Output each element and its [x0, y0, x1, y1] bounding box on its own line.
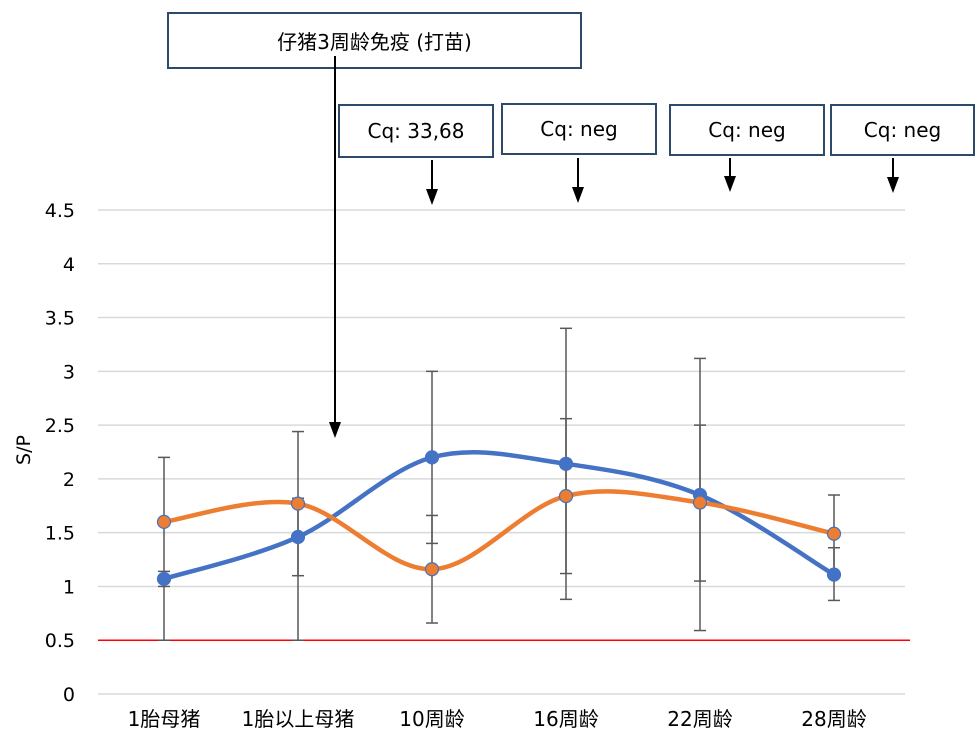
- cq-arrow-head-10w: [426, 189, 438, 205]
- data-point-0: [826, 567, 842, 582]
- cq-arrow-line-28w: [892, 158, 894, 178]
- cq-label-22w: Cq: neg: [708, 118, 786, 142]
- y-tick-label: 0: [63, 684, 75, 706]
- x-tick-label: 1胎以上母猪: [242, 707, 355, 731]
- error-bars: [158, 327, 840, 641]
- y-tick-label: 4: [63, 254, 75, 276]
- cq-box-10w: Cq: 33,68: [338, 104, 494, 158]
- cq-arrow-head-28w: [887, 177, 899, 193]
- data-point-1: [424, 562, 440, 577]
- y-tick-label: 3: [63, 361, 75, 383]
- cq-box-22w: Cq: neg: [669, 104, 825, 156]
- cq-label-28w: Cq: neg: [863, 118, 942, 142]
- data-point-0: [156, 571, 172, 587]
- data-point-0: [558, 456, 574, 471]
- cq-arrow-line-10w: [431, 160, 433, 192]
- data-point-1: [826, 526, 842, 541]
- cq-label-16w: Cq: neg: [540, 117, 618, 141]
- series-line-1: [161, 489, 837, 572]
- x-tick-label: 10周龄: [399, 707, 464, 731]
- data-point-1: [156, 514, 172, 530]
- y-tick-label: 1: [63, 576, 75, 598]
- y-tick-label: 3.5: [45, 308, 75, 330]
- y-tick-label: 2: [63, 469, 75, 491]
- x-tick-label: 22周龄: [667, 707, 732, 731]
- data-point-0: [290, 529, 306, 545]
- vaccination-arrow-head: [329, 422, 341, 438]
- y-axis-label: S/P: [13, 435, 35, 465]
- x-tick-label: 1胎母猪: [128, 707, 201, 731]
- cq-box-28w: Cq: neg: [830, 104, 975, 156]
- series-lines: [161, 449, 837, 582]
- cq-arrow-line-22w: [729, 158, 731, 178]
- cq-arrow-head-16w: [572, 187, 584, 203]
- cq-label-10w: Cq: 33,68: [367, 119, 465, 143]
- cq-box-16w: Cq: neg: [501, 103, 657, 155]
- vaccination-annotation-text: 仔猪3周龄免疫 (打苗): [277, 30, 472, 54]
- vaccination-arrow-line: [334, 56, 336, 424]
- cq-arrow-line-16w: [577, 158, 579, 190]
- y-tick-labels: 0 0.5 1 1.5 2 2.5 3 3.5 4 4.5: [45, 200, 75, 706]
- data-points: [156, 450, 842, 587]
- data-point-1: [290, 496, 306, 511]
- vaccination-annotation-box: 仔猪3周龄免疫 (打苗): [167, 12, 582, 69]
- x-tick-label: 16周龄: [533, 707, 598, 731]
- data-point-1: [692, 495, 708, 510]
- series-line-0: [161, 449, 837, 582]
- y-tick-label: 1.5: [45, 523, 75, 545]
- data-point-0: [424, 450, 440, 465]
- data-point-1: [558, 488, 574, 504]
- cq-arrow-head-22w: [724, 176, 736, 192]
- y-tick-label: 0.5: [45, 630, 75, 652]
- x-tick-labels: 1胎母猪 1胎以上母猪 10周龄 16周龄 22周龄 28周龄: [128, 707, 867, 731]
- y-tick-label: 2.5: [45, 415, 75, 437]
- x-tick-label: 28周龄: [801, 707, 866, 731]
- y-tick-label: 4.5: [45, 200, 75, 222]
